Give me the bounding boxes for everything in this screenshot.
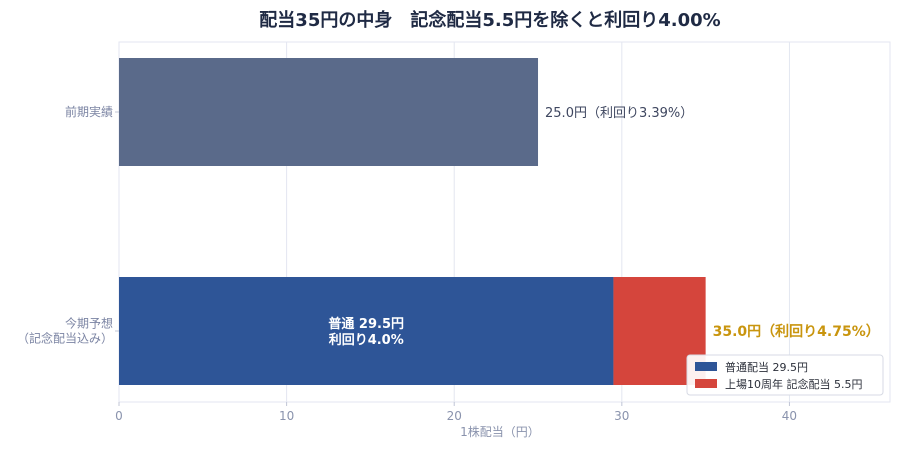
y-tick-label: 前期実績 xyxy=(65,104,113,119)
x-ticks: 0 10 20 30 40 xyxy=(115,402,797,423)
bar-regular-dividend xyxy=(119,277,614,385)
bar-inner-label: 利回り4.0% xyxy=(329,332,404,348)
bars xyxy=(119,58,706,385)
legend-entry: 上場10周年 記念配当 5.5円 xyxy=(725,377,862,391)
legend-box xyxy=(686,354,884,396)
x-tick-label: 10 xyxy=(279,409,294,423)
x-tick-label: 20 xyxy=(447,409,462,423)
y-tick-label: 今期予想 xyxy=(65,316,113,331)
x-tick-label: 0 xyxy=(115,409,123,423)
legend-swatch xyxy=(695,379,717,388)
y-tick-label: （記念配当込み） xyxy=(17,331,113,346)
legend-swatch xyxy=(695,362,717,371)
bar-prior-label: 25.0円（利回り3.39%） xyxy=(545,106,693,121)
bar-inner-label: 普通 29.5円 xyxy=(328,316,404,332)
bar-total-label: 35.0円（利回り4.75%） xyxy=(713,323,880,340)
chart-title: 配当35円の中身 記念配当5.5円を除くと利回り4.00% xyxy=(259,9,720,31)
legend-entry: 普通配当 29.5円 xyxy=(725,360,808,374)
x-tick-label: 30 xyxy=(614,409,629,423)
bar-prior xyxy=(119,58,539,166)
x-axis-label: 1株配当（円） xyxy=(460,424,540,439)
x-tick-label: 40 xyxy=(782,409,797,423)
